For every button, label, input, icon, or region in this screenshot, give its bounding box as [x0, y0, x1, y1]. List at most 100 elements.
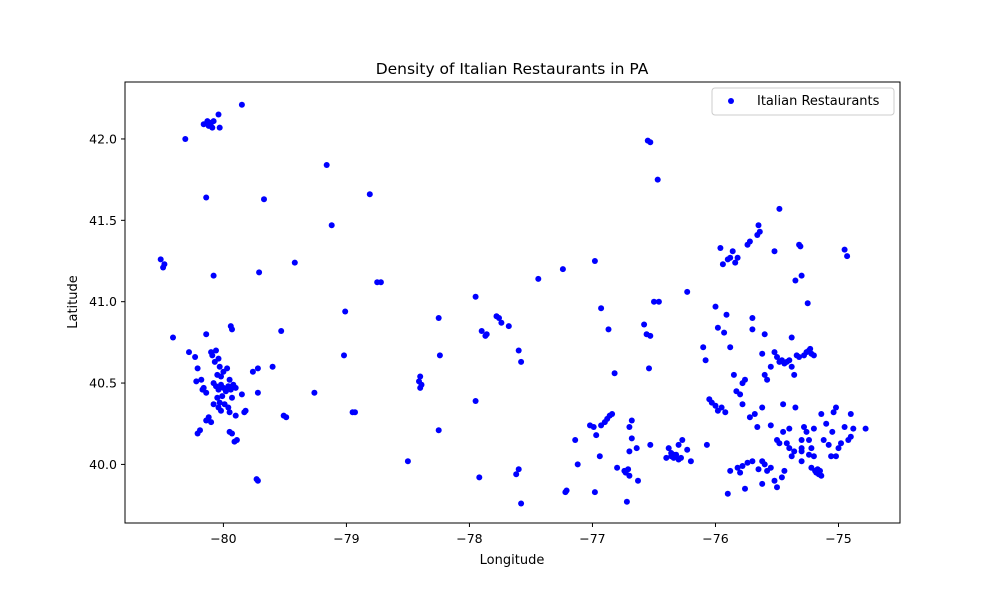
data-point [238, 101, 245, 108]
data-point [771, 477, 778, 484]
data-point [215, 386, 222, 393]
data-point [719, 261, 726, 268]
data-point [216, 363, 223, 370]
data-point [635, 477, 641, 484]
data-point [806, 451, 812, 458]
data-point [828, 453, 835, 460]
data-point [838, 440, 844, 447]
data-point [668, 453, 675, 460]
data-point [771, 248, 778, 255]
data-point [771, 349, 778, 356]
data-point [841, 424, 848, 430]
data-point [712, 303, 719, 310]
data-point [229, 430, 235, 437]
data-point [801, 424, 807, 430]
data-point [774, 484, 780, 491]
data-point [647, 332, 654, 339]
data-point [786, 357, 793, 364]
data-point [226, 409, 233, 416]
data-point [513, 471, 520, 478]
data-point [216, 399, 223, 406]
data-point [472, 398, 479, 404]
data-point [833, 404, 839, 411]
data-point [232, 412, 239, 419]
data-point [767, 363, 774, 370]
data-point [818, 411, 825, 417]
data-point [734, 254, 741, 261]
data-point [232, 384, 239, 391]
data-point [199, 386, 206, 393]
data-point [483, 331, 490, 338]
data-point [723, 311, 730, 318]
data-point [717, 245, 724, 251]
data-point [792, 404, 799, 411]
data-point [269, 363, 276, 370]
data-point [767, 464, 774, 471]
data-point [847, 433, 854, 440]
data-point [323, 162, 330, 168]
data-point [810, 453, 817, 460]
data-point [342, 308, 349, 315]
data-point [739, 401, 746, 408]
data-point [210, 118, 217, 125]
data-point [835, 445, 842, 452]
y-tick-label: 40.5 [89, 376, 117, 391]
data-point [749, 326, 756, 333]
data-point [808, 445, 815, 452]
data-point [786, 425, 793, 432]
data-point [417, 384, 424, 391]
data-point [209, 352, 216, 359]
data-point [833, 453, 839, 460]
data-point [352, 409, 358, 416]
data-point [727, 254, 734, 261]
data-point [256, 269, 263, 276]
data-point [194, 365, 201, 372]
data-point [844, 253, 851, 260]
data-point [788, 334, 795, 341]
data-point [213, 347, 219, 354]
data-point [436, 352, 443, 359]
data-point [761, 331, 768, 338]
data-point [478, 328, 485, 334]
data-point [764, 376, 771, 383]
data-point [737, 469, 744, 476]
legend-box [711, 87, 895, 116]
data-point [862, 425, 869, 432]
data-point [749, 315, 756, 321]
data-point [214, 394, 221, 401]
data-point [496, 315, 502, 321]
data-point [229, 326, 235, 333]
x-tick-label: −79 [333, 531, 359, 546]
data-point [590, 424, 597, 430]
data-point [678, 454, 684, 461]
x-tick-label: −76 [702, 531, 728, 546]
data-point [291, 259, 298, 266]
data-point [815, 469, 822, 476]
data-point [687, 458, 694, 465]
data-point [249, 368, 256, 375]
x-axis-ticks: −80 −79 −78 −77 −76 −75 [210, 523, 852, 546]
data-point [182, 136, 189, 142]
y-tick-label: 40.0 [89, 457, 117, 472]
data-point [611, 370, 618, 377]
data-point [786, 445, 793, 452]
data-point [841, 246, 848, 253]
y-tick-label: 42.0 [89, 131, 117, 146]
data-point [654, 176, 661, 183]
data-points [157, 101, 869, 507]
data-point [225, 404, 232, 411]
data-point [215, 111, 222, 118]
data-point [229, 394, 235, 401]
data-point [210, 401, 217, 408]
data-point [732, 259, 739, 266]
data-point [222, 388, 229, 395]
data-point [663, 454, 670, 461]
data-point [665, 445, 672, 452]
data-point [807, 345, 814, 352]
data-point [684, 288, 691, 295]
data-point [774, 354, 780, 360]
data-point [203, 417, 210, 424]
data-point [756, 228, 763, 235]
data-point [254, 365, 261, 372]
